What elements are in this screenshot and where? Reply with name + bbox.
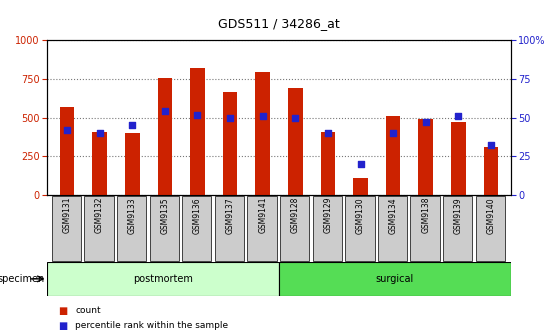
Text: GSM9130: GSM9130 [356,197,365,234]
Bar [92,131,107,195]
Point [62,127,71,133]
Bar [484,147,498,195]
Text: percentile rank within the sample: percentile rank within the sample [75,322,228,330]
Text: GSM9134: GSM9134 [389,197,398,234]
Text: GDS511 / 34286_at: GDS511 / 34286_at [218,17,340,30]
Bar [288,88,302,195]
Point [160,109,169,114]
Bar [411,196,440,261]
Point [225,115,234,120]
Point [487,143,496,148]
Bar [84,196,114,261]
Bar [47,262,279,296]
Point [258,113,267,119]
Bar [52,196,81,261]
Point [193,112,202,117]
Point [421,120,430,125]
Text: surgical: surgical [376,274,414,284]
Text: postmortem: postmortem [133,274,193,284]
Bar [475,196,505,261]
Point [454,113,463,119]
Text: GSM9131: GSM9131 [62,197,71,234]
Bar [190,68,205,195]
Bar [279,262,511,296]
Bar [418,119,433,195]
Text: GSM9138: GSM9138 [421,197,430,234]
Point [389,130,398,136]
Text: GSM9140: GSM9140 [487,197,496,234]
Point [356,161,365,167]
Bar [157,78,172,195]
Text: GSM9136: GSM9136 [193,197,202,234]
Bar [247,196,277,261]
Bar [256,72,270,195]
Bar [378,196,407,261]
Bar [312,196,342,261]
Bar [321,131,335,195]
Bar [182,196,211,261]
Bar [117,196,146,261]
Text: specimen: specimen [0,274,45,284]
Text: count: count [75,306,101,315]
Text: GSM9133: GSM9133 [128,197,137,234]
Bar [353,178,368,195]
Bar [150,196,179,261]
Bar [223,92,237,195]
Bar [125,133,140,195]
Text: GSM9128: GSM9128 [291,197,300,233]
Text: GSM9129: GSM9129 [324,197,333,234]
Point [95,130,104,136]
Point [291,115,300,120]
Text: ■: ■ [59,306,68,316]
Bar [215,196,244,261]
Bar [386,116,401,195]
Bar [60,107,74,195]
Bar [451,122,466,195]
Text: GSM9139: GSM9139 [454,197,463,234]
Bar [443,196,473,261]
Text: GSM9137: GSM9137 [225,197,234,234]
Point [128,123,137,128]
Text: GSM9132: GSM9132 [95,197,104,234]
Bar [345,196,374,261]
Text: GSM9141: GSM9141 [258,197,267,234]
Text: ■: ■ [59,321,68,331]
Text: GSM9135: GSM9135 [160,197,169,234]
Point [324,130,333,136]
Bar [280,196,309,261]
